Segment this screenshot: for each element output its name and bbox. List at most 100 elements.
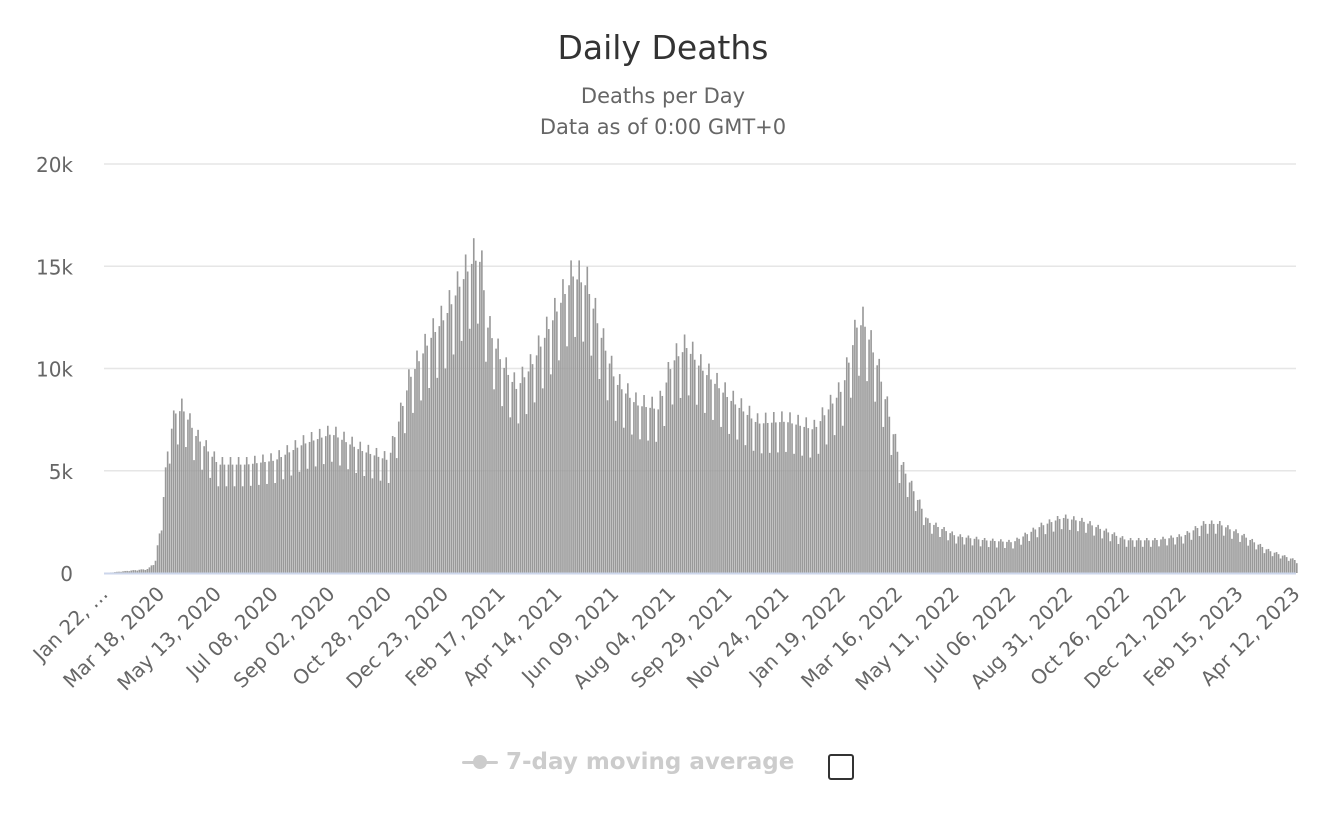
bar (164, 467, 167, 573)
bar (367, 444, 370, 573)
bar (675, 343, 678, 573)
bar (245, 457, 248, 573)
bar (602, 328, 605, 573)
bar (404, 433, 406, 573)
x-tick-label: Feb 17, 2021 (400, 582, 509, 691)
bar (456, 271, 459, 573)
bar (833, 435, 836, 573)
bar (140, 569, 143, 573)
bar (560, 302, 562, 573)
bar (1255, 549, 1258, 573)
bar (963, 544, 966, 573)
bar (166, 451, 169, 573)
bar (815, 426, 818, 573)
bar (606, 400, 609, 573)
bar (254, 455, 256, 573)
bar (284, 454, 287, 573)
bar (278, 450, 280, 573)
bar (1229, 529, 1231, 573)
bar (326, 425, 329, 573)
bar (195, 435, 197, 573)
bar (477, 323, 479, 573)
bar (906, 497, 909, 573)
bar (203, 446, 205, 573)
bar (850, 397, 852, 573)
bar (809, 457, 812, 573)
moving-average-checkbox[interactable] (828, 754, 854, 780)
bar (777, 452, 779, 573)
bar (608, 363, 611, 573)
bar (1247, 545, 1249, 573)
bar (1103, 530, 1106, 573)
bar (126, 570, 128, 573)
bar (943, 527, 945, 573)
bar (513, 372, 516, 573)
bar (596, 323, 599, 573)
bar (687, 395, 690, 573)
bar (181, 398, 183, 573)
bar (389, 452, 392, 573)
bar (748, 405, 751, 573)
bar (1176, 537, 1179, 573)
bar (1214, 533, 1217, 573)
bar (955, 543, 958, 573)
bar (1239, 541, 1241, 573)
bar (1184, 535, 1187, 573)
bar (205, 440, 207, 573)
bar (1206, 533, 1209, 573)
bar (363, 476, 366, 573)
bar (1162, 536, 1164, 573)
bar (243, 464, 246, 573)
bar (598, 379, 601, 573)
bar (969, 538, 972, 573)
bar (1287, 560, 1290, 573)
bar (681, 352, 684, 573)
bar (1139, 540, 1142, 573)
bar (448, 290, 451, 573)
bar (527, 371, 530, 573)
bar (852, 345, 854, 573)
bar (434, 331, 437, 573)
legend-7-day-moving-average[interactable]: 7-day moving average (462, 744, 794, 780)
bar (665, 382, 668, 573)
bar (1133, 546, 1136, 573)
bar (1097, 524, 1099, 573)
bar (189, 413, 191, 573)
bar (856, 327, 858, 573)
bar (1022, 536, 1024, 573)
bar (635, 392, 637, 573)
bar (545, 316, 548, 573)
bar (653, 408, 655, 573)
bar (590, 355, 593, 573)
bar (391, 435, 394, 573)
bar (564, 294, 566, 573)
bar (1261, 547, 1264, 573)
bar (535, 355, 538, 573)
bar (925, 517, 927, 573)
bar (920, 508, 923, 573)
bar (973, 538, 976, 573)
bar (898, 483, 901, 573)
bar (231, 464, 234, 573)
bar (916, 499, 919, 573)
bar (1091, 525, 1093, 573)
bar (1259, 543, 1262, 573)
bar (637, 405, 639, 573)
bar (361, 451, 364, 573)
bar (298, 471, 301, 573)
bar (1208, 523, 1211, 573)
bar (241, 486, 244, 573)
bar (866, 381, 868, 573)
bar (288, 452, 291, 573)
bar (156, 545, 159, 573)
bar (667, 362, 670, 573)
bar (320, 437, 323, 573)
bar (629, 397, 631, 573)
bar (481, 250, 483, 573)
bar (1123, 539, 1126, 573)
bar (262, 454, 264, 573)
bar (807, 428, 810, 573)
bar (1190, 539, 1193, 573)
bar (750, 418, 753, 573)
bar (762, 423, 765, 573)
